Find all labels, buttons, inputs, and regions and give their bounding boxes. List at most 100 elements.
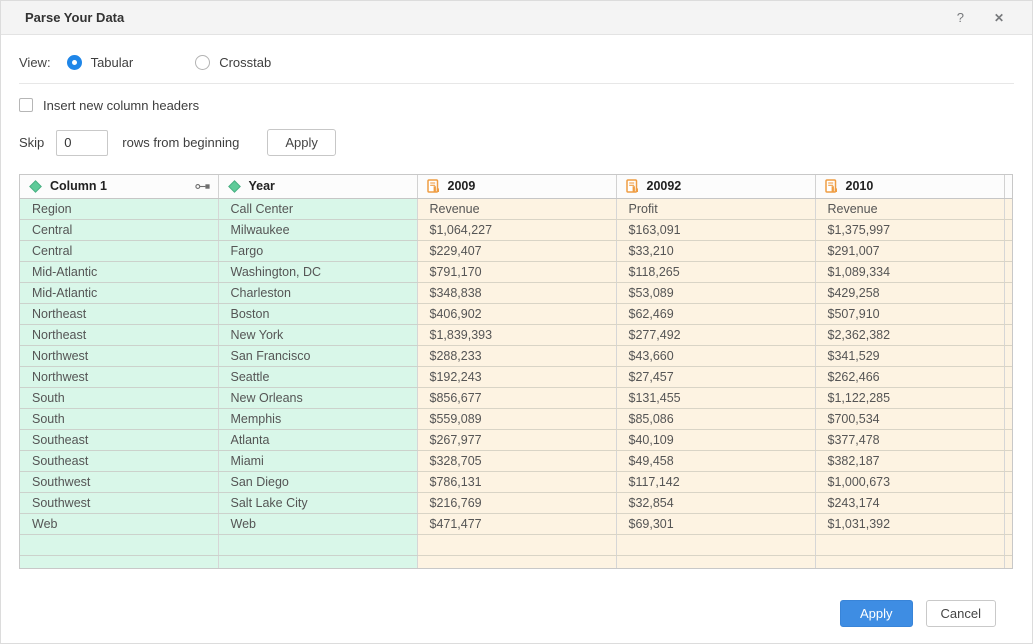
insert-headers-checkbox[interactable] xyxy=(19,98,33,112)
table-cell: Southwest xyxy=(20,492,219,514)
table-cell: San Francisco xyxy=(218,345,418,367)
skip-rows-input[interactable] xyxy=(56,129,109,156)
table-cell: $192,243 xyxy=(417,366,617,388)
table-cell: $267,977 xyxy=(417,429,617,451)
section-divider xyxy=(19,83,1014,84)
insert-headers-label[interactable]: Insert new column headers xyxy=(43,97,200,113)
column-header-year[interactable]: Year xyxy=(218,175,418,199)
table-row: Southwest Salt Lake City $216,769 $32,854 $2… xyxy=(20,492,1012,514)
table-row: Southeast Atlanta $267,977 $40,109 $377,478 xyxy=(20,429,1012,451)
table-cell: Web xyxy=(20,513,219,535)
table-cell xyxy=(616,555,816,568)
table-cell: Fargo xyxy=(218,240,418,262)
table-row: South Memphis $559,089 $85,086 $700,534 xyxy=(20,408,1012,430)
table-cell: Call Center xyxy=(218,198,418,220)
radio-tabular[interactable] xyxy=(66,54,82,70)
table-cell: South xyxy=(20,387,219,409)
radio-crosstab-label[interactable]: Crosstab xyxy=(219,54,272,70)
table-row: Southwest San Diego $786,131 $117,142 $1,000… xyxy=(20,471,1012,493)
table-row: Northeast New York $1,839,393 $277,492 $2,36… xyxy=(20,324,1012,346)
data-preview-table-container[interactable]: Column 1 Year 2009 20092 2010 Region Call Cen… xyxy=(19,174,1013,569)
radio-crosstab[interactable] xyxy=(195,54,211,70)
clipped-column-cell xyxy=(1004,429,1012,451)
column-header-label: 20092 xyxy=(646,179,682,194)
dimension-diamond-icon xyxy=(227,179,241,193)
table-cell: $791,170 xyxy=(417,261,617,283)
clipped-column-header xyxy=(1004,175,1012,199)
table-cell: $33,210 xyxy=(616,240,816,262)
table-cell xyxy=(815,555,1005,568)
table-cell: $288,233 xyxy=(417,345,617,367)
numeric-column-icon xyxy=(824,179,837,193)
help-icon[interactable]: ? xyxy=(956,10,964,25)
table-cell: New Orleans xyxy=(218,387,418,409)
dialog-body: View: Tabular Crosstab Insert new column… xyxy=(1,47,1032,627)
column-header-label: 2009 xyxy=(447,179,476,194)
table-cell: $229,407 xyxy=(417,240,617,262)
table-cell: Revenue xyxy=(815,198,1005,220)
table-cell: Salt Lake City xyxy=(218,492,418,514)
clipped-column-cell xyxy=(1004,534,1012,556)
table-cell: Central xyxy=(20,240,219,262)
clipped-column-cell xyxy=(1004,303,1012,325)
table-cell: Southwest xyxy=(20,471,219,493)
table-row: Mid-Atlantic Washington, DC $791,170 $118,2… xyxy=(20,261,1012,283)
table-cell: $262,466 xyxy=(815,366,1005,388)
apply-button[interactable]: Apply xyxy=(840,600,913,627)
table-cell xyxy=(815,534,1005,556)
clipped-column-cell xyxy=(1004,513,1012,535)
table-cell: $348,838 xyxy=(417,282,617,304)
table-cell: Boston xyxy=(218,303,418,325)
radio-tabular-label[interactable]: Tabular xyxy=(90,54,134,70)
skip-apply-button[interactable]: Apply xyxy=(267,129,336,156)
table-row: Mid-Atlantic Charleston $348,838 $53,089 $42… xyxy=(20,282,1012,304)
table-cell: Northeast xyxy=(20,303,219,325)
close-icon[interactable]: ✕ xyxy=(993,10,1004,25)
table-cell xyxy=(218,534,418,556)
column-header-2009[interactable]: 2009 xyxy=(417,175,617,199)
table-cell xyxy=(20,534,219,556)
table-cell: $2,362,382 xyxy=(815,324,1005,346)
table-cell: $786,131 xyxy=(417,471,617,493)
dialog-title: Parse Your Data xyxy=(25,10,125,25)
table-cell: $1,031,392 xyxy=(815,513,1005,535)
table-cell: $243,174 xyxy=(815,492,1005,514)
table-row: Northwest San Francisco $288,233 $43,660 $34… xyxy=(20,345,1012,367)
table-cell: Northeast xyxy=(20,324,219,346)
table-cell: $277,492 xyxy=(616,324,816,346)
table-cell: $43,660 xyxy=(616,345,816,367)
clipped-column-cell xyxy=(1004,324,1012,346)
cancel-button[interactable]: Cancel xyxy=(925,600,996,627)
column-header-column-1[interactable]: Column 1 xyxy=(20,175,219,199)
table-cell: $163,091 xyxy=(616,219,816,241)
data-preview-table: Column 1 Year 2009 20092 2010 Region Call Cen… xyxy=(20,175,1012,568)
table-cell: $471,477 xyxy=(417,513,617,535)
table-cell: $700,534 xyxy=(815,408,1005,430)
table-row: Northeast Boston $406,902 $62,469 $507,910 xyxy=(20,303,1012,325)
table-cell: Charleston xyxy=(218,282,418,304)
table-cell: $856,677 xyxy=(417,387,617,409)
table-body: Region Call Center Revenue Profit Revenue Cen… xyxy=(20,198,1012,568)
table-row xyxy=(20,555,1012,568)
table-cell: Central xyxy=(20,219,219,241)
table-row: Web Web $471,477 $69,301 $1,031,392 xyxy=(20,513,1012,535)
table-cell: Mid-Atlantic xyxy=(20,261,219,283)
table-row: Southeast Miami $328,705 $49,458 $382,187 xyxy=(20,450,1012,472)
table-cell: Profit xyxy=(616,198,816,220)
table-cell: Milwaukee xyxy=(218,219,418,241)
numeric-column-icon xyxy=(625,179,638,193)
table-cell: Southeast xyxy=(20,429,219,451)
column-header-20092[interactable]: 20092 xyxy=(616,175,816,199)
table-cell: $1,000,673 xyxy=(815,471,1005,493)
table-cell: $216,769 xyxy=(417,492,617,514)
table-cell: Seattle xyxy=(218,366,418,388)
clipped-column-cell xyxy=(1004,387,1012,409)
clipped-column-cell xyxy=(1004,345,1012,367)
column-header-2010[interactable]: 2010 xyxy=(815,175,1005,199)
table-cell: Memphis xyxy=(218,408,418,430)
column-drag-icon[interactable] xyxy=(194,182,210,191)
table-cell: $1,839,393 xyxy=(417,324,617,346)
table-cell: $69,301 xyxy=(616,513,816,535)
table-cell: $131,455 xyxy=(616,387,816,409)
